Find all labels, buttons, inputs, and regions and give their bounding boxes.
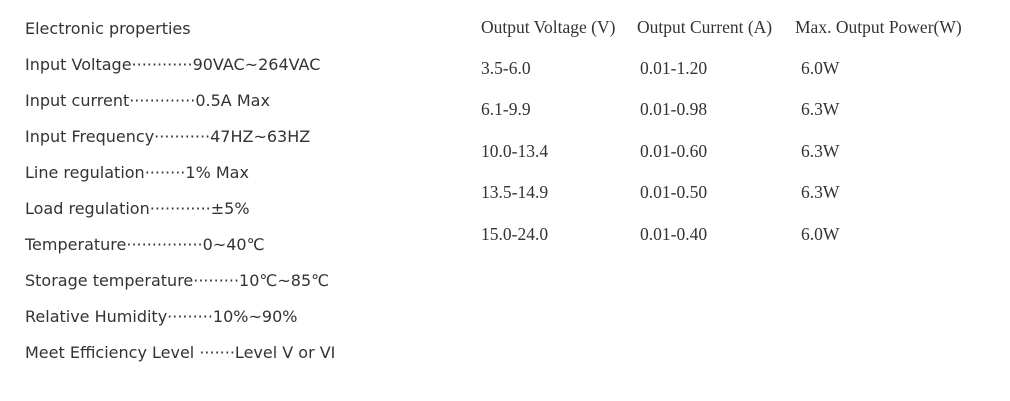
- table-header: Output Voltage (V): [481, 17, 616, 37]
- table-cell: 10.0-13.4: [481, 141, 549, 161]
- table-cell: 0.01-0.60: [640, 141, 708, 161]
- section-heading: Electronic properties: [25, 19, 191, 38]
- property-line: Temperature···············0~40℃: [25, 235, 265, 254]
- property-line: Meet Efficiency Level ·······Level V or …: [25, 343, 336, 362]
- property-line: Input current·············0.5A Max: [25, 91, 270, 110]
- table-cell: 0.01-0.50: [640, 182, 708, 202]
- table-cell: 6.1-9.9: [481, 99, 531, 119]
- property-line: Line regulation········1% Max: [25, 163, 249, 182]
- property-line: Input Frequency···········47HZ~63HZ: [25, 127, 311, 146]
- table-cell: 0.01-0.40: [640, 224, 708, 244]
- table-cell: 3.5-6.0: [481, 58, 531, 78]
- table-cell: 6.3W: [801, 99, 840, 119]
- property-line: Input Voltage············90VAC~264VAC: [25, 55, 321, 74]
- property-line: Relative Humidity·········10%~90%: [25, 307, 298, 326]
- property-line: Load regulation············±5%: [25, 199, 250, 218]
- table-cell: 6.3W: [801, 141, 840, 161]
- table-header: Max. Output Power(W): [795, 17, 962, 37]
- table-cell: 6.0W: [801, 58, 840, 78]
- table-cell: 6.0W: [801, 224, 840, 244]
- table-cell: 13.5-14.9: [481, 182, 549, 202]
- table-header: Output Current (A): [637, 17, 773, 37]
- table-cell: 6.3W: [801, 182, 840, 202]
- table-cell: 0.01-0.98: [640, 99, 708, 119]
- table-cell: 0.01-1.20: [640, 58, 708, 78]
- table-cell: 15.0-24.0: [481, 224, 549, 244]
- property-line: Storage temperature·········10℃~85℃: [25, 271, 330, 290]
